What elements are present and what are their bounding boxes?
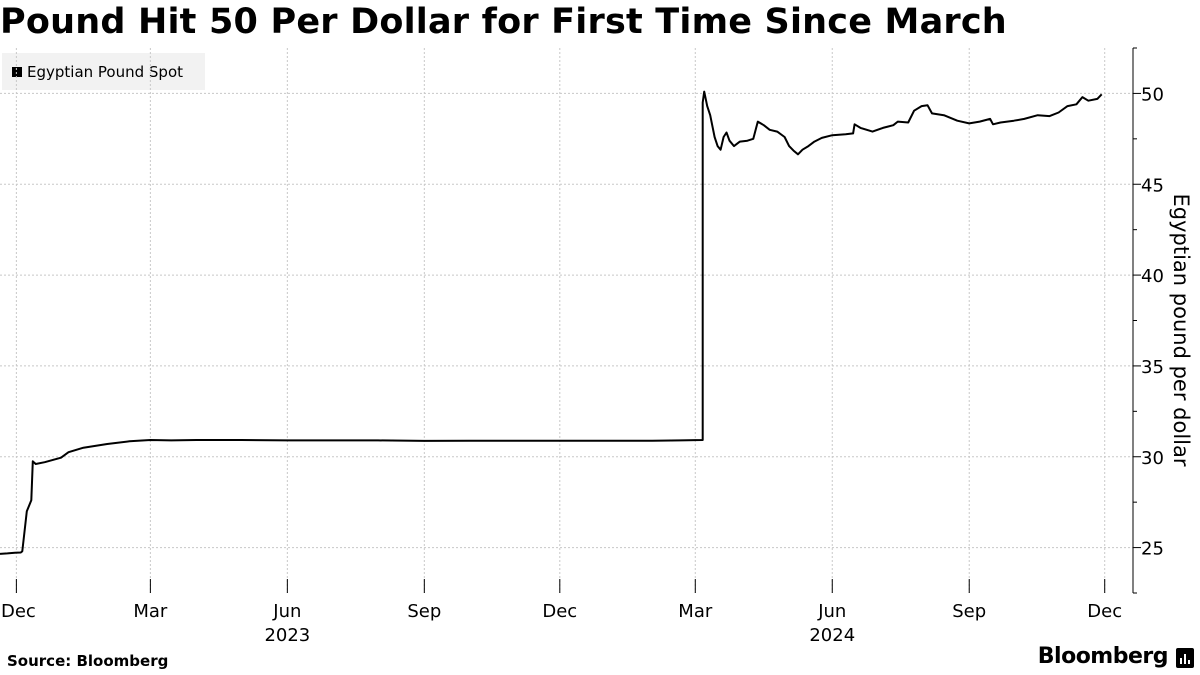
x-tick-label: Dec [1, 601, 36, 622]
x-tick-label: Sep [952, 601, 986, 622]
x-tick-label: Mar [133, 601, 168, 622]
y-tick-label: 45 [1141, 175, 1164, 196]
x-tick-label: Dec [1087, 601, 1122, 622]
chart-labels: 25 30 35 40 45 50 Dec Mar Jun Sep Dec Mar Jun Sep Dec 2… [1, 84, 1164, 646]
x-year-label: 2023 [264, 625, 310, 646]
x-tick-label: Sep [407, 601, 441, 622]
bloomberg-chart-icon [1176, 648, 1194, 668]
x-tick-label: Jun [272, 601, 301, 622]
brand-logo: Bloomberg [1037, 644, 1169, 669]
x-tick-label: Dec [542, 601, 577, 622]
series-line [0, 90, 1103, 555]
chart-series [0, 90, 1103, 555]
y-tick-label: 40 [1141, 266, 1164, 287]
y-tick-label: 25 [1141, 539, 1164, 560]
x-year-label: 2024 [809, 625, 855, 646]
chart-axis [15, 47, 1141, 594]
chart-grid [0, 48, 1133, 593]
y-tick-label: 50 [1141, 84, 1164, 105]
y-axis-title: Egyptian pound per dollar [1169, 194, 1193, 467]
y-tick-label: 30 [1141, 448, 1164, 469]
x-tick-label: Jun [817, 601, 846, 622]
legend-label: Egyptian Pound Spot [27, 62, 184, 81]
y-tick-label: 35 [1141, 357, 1164, 378]
page-title: Pound Hit 50 Per Dollar for First Time S… [0, 2, 1007, 42]
x-tick-label: Mar [678, 601, 713, 622]
source-note: Source: Bloomberg [7, 652, 169, 670]
legend-swatch [12, 66, 22, 77]
chart-legend: Egyptian Pound Spot [2, 53, 205, 90]
